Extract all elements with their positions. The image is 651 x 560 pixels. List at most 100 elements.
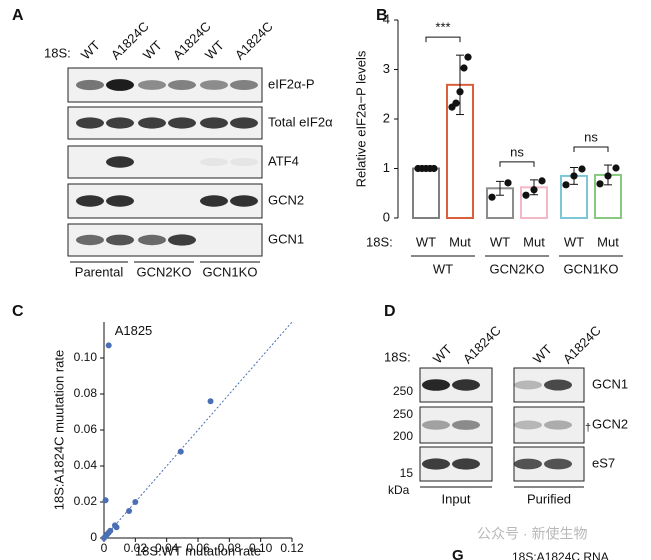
data-point: [578, 165, 586, 173]
blot: [67, 145, 263, 179]
band: [200, 157, 228, 167]
band: [230, 195, 258, 207]
data-point: [456, 88, 464, 96]
significance-label: ***: [435, 20, 450, 35]
x-tick-label: WT: [416, 234, 436, 249]
data-point: [596, 180, 604, 188]
x-axis-title: 18S:WT mutation rate: [135, 543, 261, 558]
band: [106, 156, 134, 168]
lane-label: WT: [140, 38, 165, 63]
data-point: [562, 181, 570, 189]
band: [452, 379, 480, 391]
panel-letter: G: [452, 547, 464, 560]
blot: [419, 406, 493, 444]
data-point: [538, 177, 546, 185]
blot-label: eS7: [592, 455, 615, 470]
x-tick-label: 0.10: [249, 541, 273, 555]
x-tick-label: 0.12: [280, 541, 304, 555]
x-tick-label: WT: [490, 234, 510, 249]
x-tick-label: 0: [101, 541, 108, 555]
band: [106, 234, 134, 246]
data-point: [207, 398, 214, 405]
x-tick-label: 0.06: [186, 541, 210, 555]
band: [168, 234, 196, 246]
blot: [513, 406, 585, 444]
band: [514, 380, 542, 390]
significance-bracket: [425, 36, 461, 43]
band: [514, 420, 542, 430]
y-tick-label: 0: [90, 530, 97, 544]
y-tick-label: 0.02: [74, 494, 98, 508]
x-tick-label: WT: [564, 234, 584, 249]
band: [230, 157, 258, 167]
lane-label: A1824C: [560, 323, 604, 367]
blot-label: ATF4: [268, 153, 299, 168]
data-point: [132, 499, 139, 505]
data-point: [612, 164, 620, 172]
y-tick-label: 0.08: [74, 386, 98, 400]
band: [138, 80, 166, 90]
panel-letter: D: [384, 303, 396, 320]
panel-letter: B: [376, 7, 388, 24]
band: [200, 117, 228, 129]
size-marker: 200: [393, 429, 413, 443]
y-tick-label: 3: [383, 61, 390, 76]
group-label: GCN1KO: [564, 261, 619, 276]
panel-title: 18S:A1824C RNA: [512, 550, 609, 560]
group-label: Purified: [527, 491, 571, 506]
row-label: 18S:: [44, 45, 71, 60]
band: [200, 195, 228, 207]
band: [230, 117, 258, 129]
y-tick-label: 4: [383, 11, 390, 26]
band: [230, 80, 258, 90]
data-point: [430, 164, 438, 173]
band: [422, 379, 450, 391]
band: [544, 420, 572, 430]
data-point: [105, 342, 112, 349]
y-tick-label: 0.10: [74, 350, 98, 364]
panel-letter: A: [12, 7, 24, 24]
band: [106, 195, 134, 207]
y-tick-label: 0.04: [74, 458, 98, 472]
band: [76, 117, 104, 129]
significance-bracket: [573, 146, 609, 153]
dagger: †: [585, 422, 591, 434]
size-marker: 250: [393, 407, 413, 421]
size-marker: 15: [400, 466, 414, 480]
blot-label: GCN2: [592, 416, 628, 431]
x-tick-label: Mut: [523, 234, 545, 249]
band: [168, 80, 196, 90]
significance-label: ns: [510, 144, 524, 159]
band: [168, 117, 196, 129]
lane-label: WT: [430, 342, 455, 367]
band: [138, 117, 166, 129]
lane-label: A1824C: [460, 323, 504, 367]
blot-label: GCN2: [268, 192, 304, 207]
size-marker: 250: [393, 384, 413, 398]
unit-label: kDa: [388, 483, 410, 497]
data-point: [460, 64, 468, 72]
data-point: [570, 172, 578, 180]
band: [76, 195, 104, 207]
band: [76, 79, 104, 91]
group-label: GCN1KO: [203, 264, 258, 279]
data-point: [101, 535, 107, 541]
blot-label: GCN1: [592, 376, 628, 391]
data-point: [102, 497, 109, 504]
data-point: [522, 191, 530, 199]
blot-label: Total eIF2α: [268, 114, 333, 129]
y-tick-label: 0.06: [74, 422, 98, 436]
panel-letter: C: [12, 303, 24, 320]
band: [452, 458, 480, 470]
band: [544, 458, 572, 470]
blot-label: GCN1: [268, 231, 304, 246]
group-label: Parental: [75, 264, 124, 279]
group-label: WT: [433, 261, 453, 276]
group-label: Input: [442, 491, 471, 506]
x-tick-label: 0.08: [218, 541, 242, 555]
point-annotation: A1825: [115, 323, 153, 338]
band: [106, 117, 134, 129]
band: [422, 420, 450, 430]
y-tick-label: 1: [383, 160, 390, 175]
